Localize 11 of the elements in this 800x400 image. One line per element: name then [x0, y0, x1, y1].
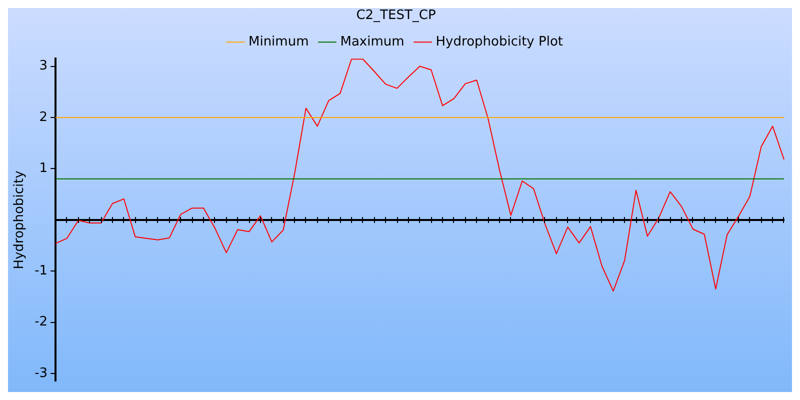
y-axis-title: Hydrophobicity: [12, 170, 28, 270]
y-tick-label: -1: [34, 263, 48, 278]
legend-label: Minimum: [248, 34, 309, 50]
chart-title: C2_TEST_CP: [356, 8, 436, 24]
y-tick-label: 2: [39, 110, 48, 125]
y-tick-label: -3: [34, 366, 48, 381]
y-tick-label: -2: [34, 314, 48, 330]
y-tick-label: 1: [39, 161, 48, 176]
legend-label: Hydrophobicity Plot: [436, 34, 564, 50]
y-tick-label: 3: [39, 58, 48, 74]
legend-label: Maximum: [340, 34, 404, 50]
